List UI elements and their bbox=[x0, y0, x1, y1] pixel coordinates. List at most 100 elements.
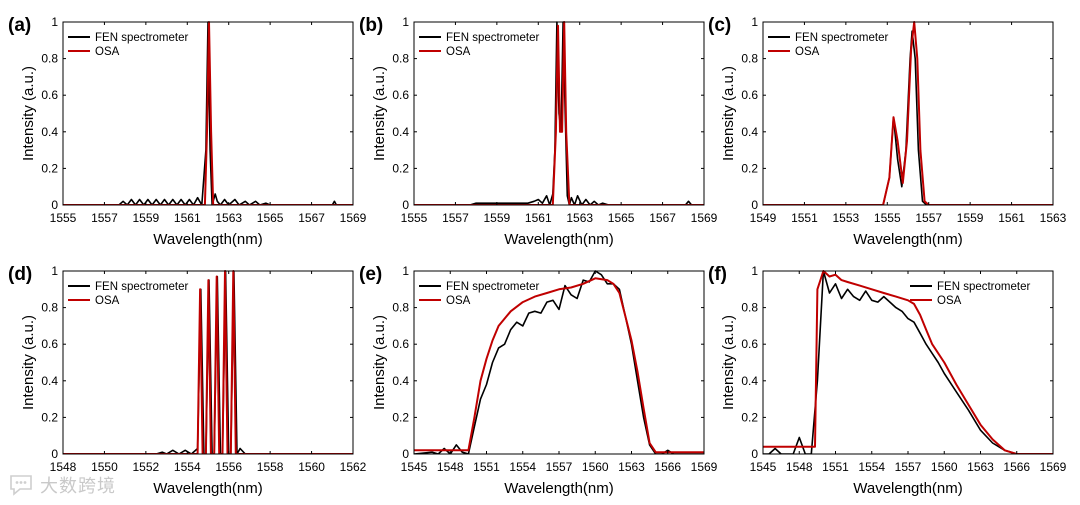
y-tick-label: 1 bbox=[51, 264, 58, 278]
legend: FEN spectrometer OSA bbox=[68, 32, 188, 58]
x-tick-label: 1548 bbox=[786, 460, 813, 474]
x-tick-label: 1557 bbox=[546, 460, 573, 474]
x-tick-label: 1569 bbox=[340, 211, 367, 225]
x-tick-label: 1563 bbox=[967, 460, 994, 474]
axes-frame bbox=[762, 270, 1054, 455]
y-tick-label: 0 bbox=[751, 447, 758, 461]
y-tick-label: 0.2 bbox=[741, 161, 758, 175]
x-tick-label: 1551 bbox=[791, 211, 818, 225]
y-tick-label: 0.2 bbox=[392, 410, 409, 424]
x-tick-label: 1558 bbox=[257, 460, 284, 474]
series-line-osa bbox=[414, 21, 704, 205]
x-tick-label: 1563 bbox=[1040, 211, 1067, 225]
panel-6: 1545 1548 1551 1554 1557 1560 1563 1566 1569 0 0.2… bbox=[708, 264, 1067, 497]
panel-2: 1555 1557 1559 1561 1563 1565 1567 1569 0 0.2 0.4 0… bbox=[359, 15, 718, 248]
x-axis-label: Wavelength(nm) bbox=[153, 480, 262, 497]
y-tick-label: 0.4 bbox=[741, 374, 758, 388]
y-axis-label: Intensity (a.u.) bbox=[20, 315, 37, 410]
legend-entry: OSA bbox=[95, 295, 120, 307]
y-tick-label: 0 bbox=[51, 447, 58, 461]
y-tick-label: 0.4 bbox=[41, 374, 58, 388]
series-line-osa bbox=[414, 277, 704, 454]
x-axis-label: Wavelength(nm) bbox=[853, 480, 962, 497]
y-tick-label: 0.8 bbox=[392, 301, 409, 315]
y-axis-label: Intensity (a.u.) bbox=[371, 66, 388, 161]
panel-label: (e) bbox=[359, 264, 382, 285]
x-tick-label: 1554 bbox=[509, 460, 536, 474]
x-tick-label: 1567 bbox=[649, 211, 676, 225]
x-tick-label: 1563 bbox=[566, 211, 593, 225]
series-line-fen bbox=[763, 270, 1053, 454]
series-line-osa bbox=[63, 270, 353, 454]
legend: FEN spectrometer OSA bbox=[910, 281, 1030, 307]
x-tick-label: 1569 bbox=[1040, 460, 1067, 474]
series-group bbox=[763, 270, 1053, 454]
x-tick-label: 1554 bbox=[174, 460, 201, 474]
legend-entry: FEN spectrometer bbox=[446, 281, 539, 293]
x-tick-label: 1559 bbox=[133, 211, 160, 225]
series-group bbox=[763, 21, 1053, 205]
series-line-osa bbox=[763, 21, 1053, 205]
legend-entry: FEN spectrometer bbox=[795, 32, 888, 44]
x-tick-label: 1554 bbox=[858, 460, 885, 474]
x-tick-label: 1559 bbox=[484, 211, 511, 225]
x-axis-label: Wavelength(nm) bbox=[853, 231, 962, 248]
x-tick-label: 1560 bbox=[298, 460, 325, 474]
y-axis-label: Intensity (a.u.) bbox=[20, 66, 37, 161]
y-tick-label: 1 bbox=[751, 264, 758, 278]
y-tick-label: 0.4 bbox=[392, 125, 409, 139]
y-axis-label: Intensity (a.u.) bbox=[371, 315, 388, 410]
y-tick-label: 0.4 bbox=[392, 374, 409, 388]
legend: FEN spectrometer OSA bbox=[68, 281, 188, 307]
x-tick-label: 1551 bbox=[473, 460, 500, 474]
y-tick-label: 0.8 bbox=[392, 52, 409, 66]
legend: FEN spectrometer OSA bbox=[419, 32, 539, 58]
y-tick-label: 0.2 bbox=[41, 410, 58, 424]
x-tick-label: 1563 bbox=[618, 460, 645, 474]
y-tick-label: 0.2 bbox=[41, 161, 58, 175]
x-tick-label: 1559 bbox=[957, 211, 984, 225]
x-tick-label: 1565 bbox=[608, 211, 635, 225]
series-line-osa bbox=[763, 270, 1053, 454]
x-tick-label: 1545 bbox=[401, 460, 428, 474]
x-tick-label: 1550 bbox=[91, 460, 118, 474]
y-tick-label: 0.2 bbox=[392, 161, 409, 175]
panel-1: 1555 1557 1559 1561 1563 1565 1567 1569 0 0.2 0.4 0… bbox=[8, 15, 367, 248]
axes-frame bbox=[413, 21, 705, 206]
y-tick-label: 1 bbox=[402, 15, 409, 29]
panel-3: 1549 1551 1553 1555 1557 1559 1561 1563 0 0.2 0.4 0… bbox=[708, 15, 1067, 248]
x-tick-label: 1545 bbox=[750, 460, 777, 474]
x-tick-label: 1562 bbox=[340, 460, 367, 474]
y-tick-label: 1 bbox=[51, 15, 58, 29]
legend-entry: OSA bbox=[795, 46, 820, 58]
legend-entry: OSA bbox=[95, 46, 120, 58]
x-tick-label: 1557 bbox=[91, 211, 118, 225]
x-tick-label: 1569 bbox=[691, 211, 718, 225]
x-tick-label: 1560 bbox=[931, 460, 958, 474]
panel-label: (f) bbox=[708, 264, 727, 285]
x-tick-label: 1548 bbox=[437, 460, 464, 474]
x-tick-label: 1551 bbox=[822, 460, 849, 474]
y-tick-label: 0.8 bbox=[741, 52, 758, 66]
y-tick-label: 1 bbox=[751, 15, 758, 29]
panel-label: (c) bbox=[708, 15, 731, 36]
series-group bbox=[414, 270, 704, 454]
x-axis-label: Wavelength(nm) bbox=[153, 231, 262, 248]
axes-frame bbox=[762, 21, 1054, 206]
x-axis-label: Wavelength(nm) bbox=[504, 480, 613, 497]
x-tick-label: 1565 bbox=[257, 211, 284, 225]
y-tick-label: 0 bbox=[402, 447, 409, 461]
x-tick-label: 1557 bbox=[895, 460, 922, 474]
y-tick-label: 1 bbox=[402, 264, 409, 278]
y-tick-label: 0.6 bbox=[41, 337, 58, 351]
legend-entry: OSA bbox=[446, 46, 471, 58]
panel-label: (b) bbox=[359, 15, 383, 36]
axes-frame bbox=[62, 21, 354, 206]
x-tick-label: 1569 bbox=[691, 460, 718, 474]
y-tick-label: 0 bbox=[51, 198, 58, 212]
speech-bubble-logo-icon bbox=[10, 475, 32, 496]
legend-entry: OSA bbox=[446, 295, 471, 307]
y-tick-label: 0.6 bbox=[741, 337, 758, 351]
y-tick-label: 0.2 bbox=[741, 410, 758, 424]
